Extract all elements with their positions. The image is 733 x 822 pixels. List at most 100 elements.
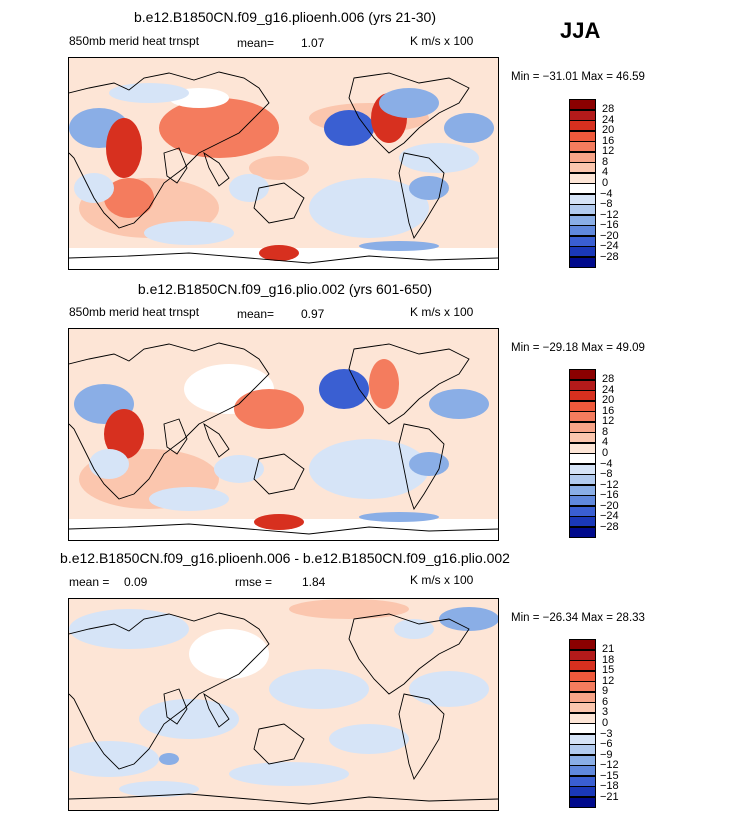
colorbar-tick: 28: [602, 373, 615, 385]
colorbar-tick: 6: [602, 696, 609, 708]
colorbar-cell: [569, 225, 596, 236]
colorbar-tick: 12: [602, 145, 615, 157]
colorbar-cell: [569, 775, 596, 787]
colorbar-tick: −28: [600, 521, 619, 533]
colorbar-tick: 12: [602, 415, 615, 427]
colorbar-cell: [569, 162, 596, 173]
colorbar-cell: [569, 109, 596, 121]
panel-1-units: K m/s x 100: [410, 34, 474, 48]
colorbar-cell: [569, 526, 596, 538]
colorbar-cell: [569, 120, 596, 131]
colorbar-cell: [569, 660, 596, 671]
panel-1-field: [69, 58, 498, 269]
colorbar-tick: −18: [600, 780, 619, 792]
panel-3-rmse-label: rmse =: [235, 575, 273, 589]
season-label: JJA: [560, 18, 601, 43]
colorbar-tick: 20: [602, 124, 615, 136]
colorbar-cell: [569, 130, 596, 142]
panel-2-coastlines: [69, 342, 498, 535]
colorbar-tick: −21: [600, 791, 619, 803]
colorbar-cell: [569, 256, 596, 268]
panel-1-minmax: Min = −31.01 Max = 46.59: [511, 71, 645, 83]
colorbar-tick: 24: [602, 384, 615, 396]
colorbar-cell: [569, 723, 596, 734]
colorbar-tick: 4: [602, 436, 609, 448]
colorbar-tick: −20: [600, 500, 619, 512]
panel-3-units: K m/s x 100: [410, 573, 474, 587]
colorbar-cell: [569, 453, 596, 464]
colorbar-cell: [569, 744, 596, 755]
colorbar-tick: −8: [600, 468, 613, 480]
panel-2-colorbar: 28 24 20 16 12 8 4 0 −4 −8 −12 −16 −20 −…: [569, 369, 629, 539]
panel-2-map: [68, 328, 499, 541]
colorbar-cell: [569, 796, 596, 808]
colorbar-tick: −16: [600, 489, 619, 501]
panel-2-mean-value: 0.97: [301, 307, 325, 321]
colorbar-tick: −12: [600, 209, 619, 221]
colorbar-tick: −15: [600, 770, 619, 782]
panel-2-title: b.e12.B1850CN.f09_g16.plio.002 (yrs 601-…: [137, 281, 433, 297]
colorbar-cell: [569, 712, 596, 724]
colorbar-cell: [569, 484, 596, 496]
colorbar-cell: [569, 400, 596, 412]
colorbar-tick: −28: [600, 251, 619, 263]
panel-3-title: b.e12.B1850CN.f09_g16.plioenh.006 - b.e1…: [60, 550, 510, 566]
colorbar-cell: [569, 421, 596, 433]
panel-3-mean-label: mean =: [69, 575, 110, 589]
colorbar-cell: [569, 639, 596, 650]
colorbar-cell: [569, 516, 596, 527]
colorbar-tick: 21: [602, 643, 615, 655]
panel-1-left-label: 850mb merid heat trnspt: [69, 34, 200, 48]
colorbar-cell: [569, 183, 596, 194]
colorbar-cell: [569, 235, 596, 247]
panel-2-left-label: 850mb merid heat trnspt: [69, 305, 200, 319]
colorbar-cell: [569, 379, 596, 391]
panel-2-units: K m/s x 100: [410, 305, 474, 319]
colorbar-cell: [569, 670, 596, 682]
colorbar-cell: [569, 411, 596, 422]
colorbar-tick: −4: [600, 458, 613, 470]
colorbar-tick: 0: [602, 717, 609, 729]
colorbar-tick: 8: [602, 156, 609, 168]
colorbar-tick: 9: [602, 685, 609, 697]
colorbar-tick: 3: [602, 706, 609, 718]
colorbar-cell: [569, 786, 596, 797]
colorbar-tick: 28: [602, 103, 615, 115]
panel-3-field: [69, 599, 498, 810]
colorbar-cell: [569, 442, 596, 454]
colorbar-tick: −24: [600, 240, 619, 252]
colorbar-cell: [569, 214, 596, 226]
colorbar-tick: −3: [600, 728, 613, 740]
colorbar-tick: 16: [602, 135, 615, 147]
colorbar-tick: 15: [602, 664, 615, 676]
panel-1-coastlines: [69, 71, 498, 264]
colorbar-tick: −4: [600, 188, 613, 200]
panel-2-mean-label: mean=: [237, 307, 275, 321]
panel-1-title: b.e12.B1850CN.f09_g16.plioenh.006 (yrs 2…: [134, 9, 436, 25]
colorbar-cell: [569, 246, 596, 257]
colorbar-tick: −16: [600, 219, 619, 231]
colorbar-tick: 24: [602, 114, 615, 126]
panel-1-mean-label: mean=: [237, 36, 275, 50]
colorbar-cell: [569, 390, 596, 401]
colorbar-tick: 16: [602, 405, 615, 417]
colorbar-tick: −12: [600, 759, 619, 771]
panel-1-map: [68, 57, 499, 270]
colorbar-cell: [569, 193, 596, 205]
colorbar-tick: 12: [602, 675, 615, 687]
panel-3-coastlines: [69, 612, 498, 805]
colorbar-tick: −24: [600, 510, 619, 522]
panel-2-minmax: Min = −29.18 Max = 49.09: [511, 342, 645, 354]
panel-3-rmse-value: 1.84: [302, 575, 326, 589]
colorbar-cell: [569, 649, 596, 661]
colorbar-tick: 18: [602, 654, 615, 666]
panel-1-mean-value: 1.07: [301, 36, 325, 50]
colorbar-cell: [569, 505, 596, 517]
colorbar-tick: 0: [602, 177, 609, 189]
colorbar-cell: [569, 99, 596, 110]
colorbar-tick: −9: [600, 749, 613, 761]
colorbar-cell: [569, 474, 596, 485]
colorbar-cell: [569, 733, 596, 745]
colorbar-cell: [569, 691, 596, 703]
panel-1-colorbar: 28 24 20 16 12 8 4 0 −4 −8 −12 −16 −20 −…: [569, 99, 629, 269]
